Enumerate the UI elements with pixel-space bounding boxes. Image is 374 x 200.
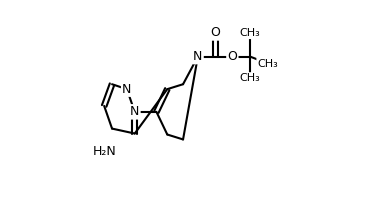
Text: CH₃: CH₃	[240, 28, 260, 38]
Text: N: N	[193, 50, 203, 63]
Text: CH₃: CH₃	[240, 73, 260, 83]
Text: H₂N: H₂N	[92, 145, 116, 158]
Text: CH₃: CH₃	[257, 59, 278, 69]
Text: N: N	[130, 105, 140, 118]
Text: O: O	[227, 50, 237, 63]
Text: N: N	[122, 83, 132, 96]
Text: O: O	[211, 26, 221, 39]
